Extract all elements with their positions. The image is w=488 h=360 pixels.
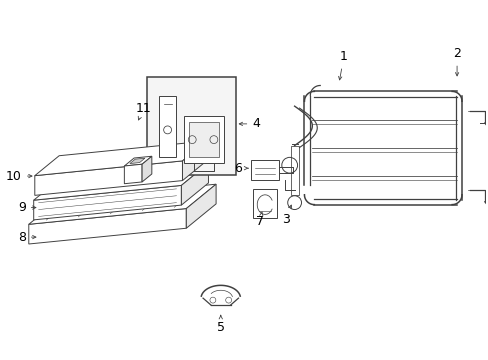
- Polygon shape: [34, 163, 208, 200]
- Bar: [251, 160, 278, 180]
- Polygon shape: [35, 141, 206, 176]
- Polygon shape: [142, 156, 151, 182]
- Text: 7: 7: [256, 212, 264, 228]
- Polygon shape: [29, 208, 186, 244]
- Text: 9: 9: [18, 201, 36, 214]
- Bar: [146, 77, 235, 175]
- Polygon shape: [186, 184, 216, 228]
- Polygon shape: [181, 163, 208, 205]
- Polygon shape: [124, 164, 142, 184]
- Polygon shape: [130, 158, 144, 163]
- Polygon shape: [182, 141, 206, 181]
- Bar: [189, 122, 218, 157]
- Text: 2: 2: [452, 48, 460, 76]
- Text: 5: 5: [216, 315, 224, 334]
- Polygon shape: [35, 161, 182, 195]
- Polygon shape: [124, 156, 151, 166]
- Text: 8: 8: [18, 231, 36, 244]
- Bar: [290, 145, 298, 195]
- Text: 4: 4: [239, 117, 260, 130]
- Text: 1: 1: [338, 50, 347, 80]
- Polygon shape: [29, 184, 216, 224]
- Bar: [253, 189, 276, 219]
- Text: 6: 6: [234, 162, 247, 175]
- Bar: [159, 96, 176, 157]
- Text: 10: 10: [6, 170, 32, 183]
- Text: 11: 11: [135, 103, 151, 120]
- Polygon shape: [34, 185, 181, 220]
- Text: 3: 3: [281, 205, 291, 226]
- Bar: [184, 116, 224, 163]
